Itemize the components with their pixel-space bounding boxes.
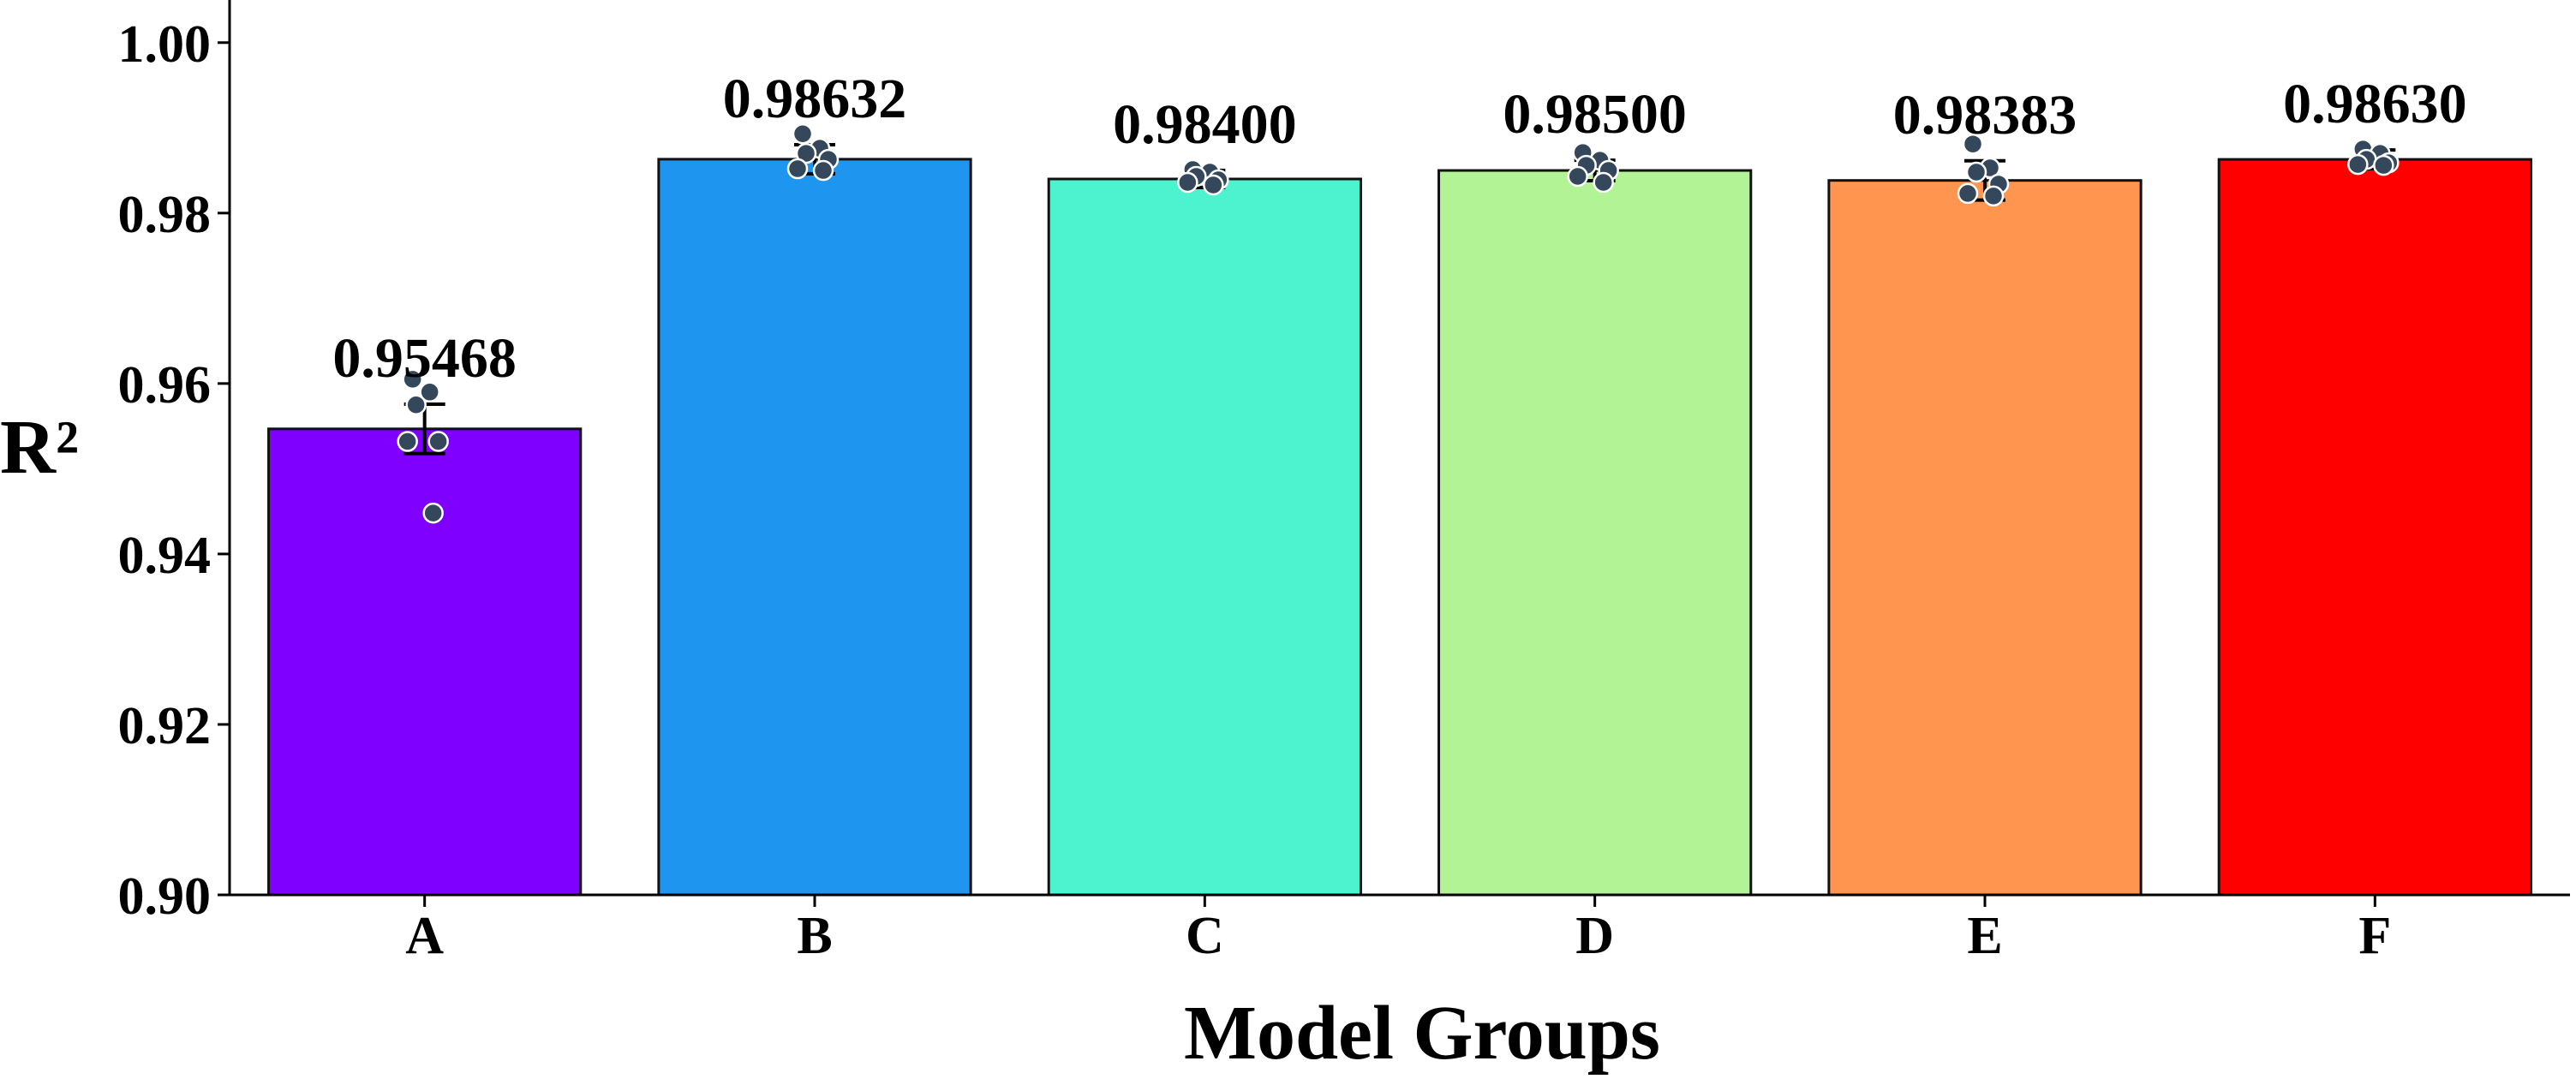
value-label-c: 0.98400: [1113, 93, 1297, 156]
value-label-e: 0.98383: [1893, 84, 2077, 146]
value-label-b: 0.98632: [723, 68, 907, 130]
y-tick-label: 1.00: [118, 15, 212, 74]
bar-f: [2217, 158, 2532, 897]
x-tick-label: D: [1575, 907, 1614, 965]
x-tick-label: A: [405, 907, 444, 965]
data-point: [1965, 161, 1987, 183]
data-point: [1957, 182, 1979, 205]
x-tick-label: E: [1967, 907, 2002, 965]
data-point: [1962, 133, 1984, 155]
data-point: [422, 502, 444, 524]
x-tick-label: B: [797, 907, 832, 965]
y-tick-label: 0.96: [118, 356, 212, 414]
data-points-layer: [397, 123, 2400, 524]
data-point: [812, 159, 834, 182]
bar-c: [1047, 177, 1362, 897]
bars-layer: [267, 158, 2532, 897]
y-axis-title: R²: [0, 405, 79, 490]
value-label-f: 0.98630: [2283, 73, 2467, 135]
y-tick-label: 0.98: [118, 186, 212, 244]
data-point: [397, 431, 418, 452]
data-point: [2373, 154, 2394, 176]
data-point: [405, 394, 427, 415]
data-point: [419, 381, 440, 403]
value-labels-layer: 0.95468 0.98632 0.98400 0.98500 0.98383 0.986…: [332, 68, 2466, 390]
y-tick-label: 0.92: [118, 697, 212, 755]
bar-a: [267, 427, 583, 897]
axes-layer: A B C D E F 0.90 0.92 0.94 0.96 0.98 1.00: [118, 0, 2570, 965]
value-label-a: 0.95468: [332, 327, 517, 390]
value-label-d: 0.98500: [1503, 83, 1687, 146]
data-point: [1982, 185, 2005, 207]
bar-d: [1437, 169, 1753, 897]
data-point: [402, 368, 423, 390]
x-tick-label: F: [2358, 907, 2391, 965]
x-axis-title: Model Groups: [1184, 991, 1660, 1076]
data-point: [427, 431, 449, 452]
data-point: [786, 158, 809, 180]
data-point: [1567, 165, 1588, 188]
y-tick-label: 0.90: [118, 867, 212, 926]
bar-b: [657, 158, 972, 897]
x-tick-label: C: [1186, 907, 1224, 965]
data-point: [1593, 171, 1614, 194]
data-point: [2347, 153, 2369, 176]
data-point: [1177, 171, 1198, 194]
data-point: [792, 123, 814, 145]
bar-e: [1827, 179, 2143, 897]
y-tick-label: 0.94: [118, 527, 212, 585]
data-point: [1203, 174, 1224, 196]
